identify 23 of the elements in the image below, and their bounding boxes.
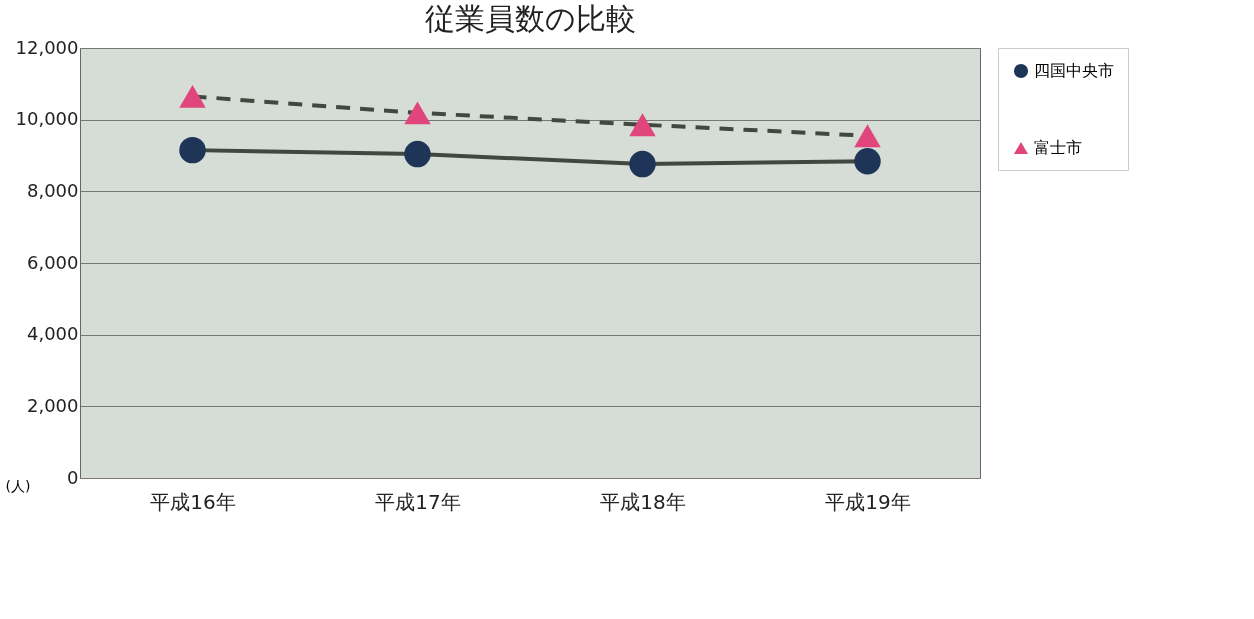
y-tick-label: 12,000: [15, 36, 79, 58]
y-tick-label: 8,000: [26, 179, 79, 201]
point: [179, 136, 206, 164]
chart-title: 従業員数の比較: [424, 1, 636, 36]
y-tick-label: 10,000: [15, 108, 79, 130]
legend-label: 四国中央市: [1034, 61, 1114, 80]
point: [629, 150, 656, 178]
y-tick-label: 0: [67, 466, 79, 488]
x-tick-label: 平成17年: [375, 489, 461, 514]
y-tick-label: 4,000: [26, 323, 79, 345]
point: [404, 140, 431, 168]
y-tick-label: 6,000: [26, 251, 79, 273]
y-tick-label: 2,000: [26, 394, 79, 416]
point: [179, 84, 206, 108]
point: [854, 124, 881, 148]
x-tick-label: 平成19年: [825, 489, 911, 514]
x-tick-label: 平成16年: [150, 489, 236, 514]
point: [854, 148, 881, 175]
x-tick-label: 平成18年: [600, 489, 686, 514]
y-axis-title: (人): [5, 477, 31, 494]
point: [404, 101, 431, 125]
point: [629, 113, 656, 137]
legend-label: 富士市: [1034, 138, 1082, 157]
